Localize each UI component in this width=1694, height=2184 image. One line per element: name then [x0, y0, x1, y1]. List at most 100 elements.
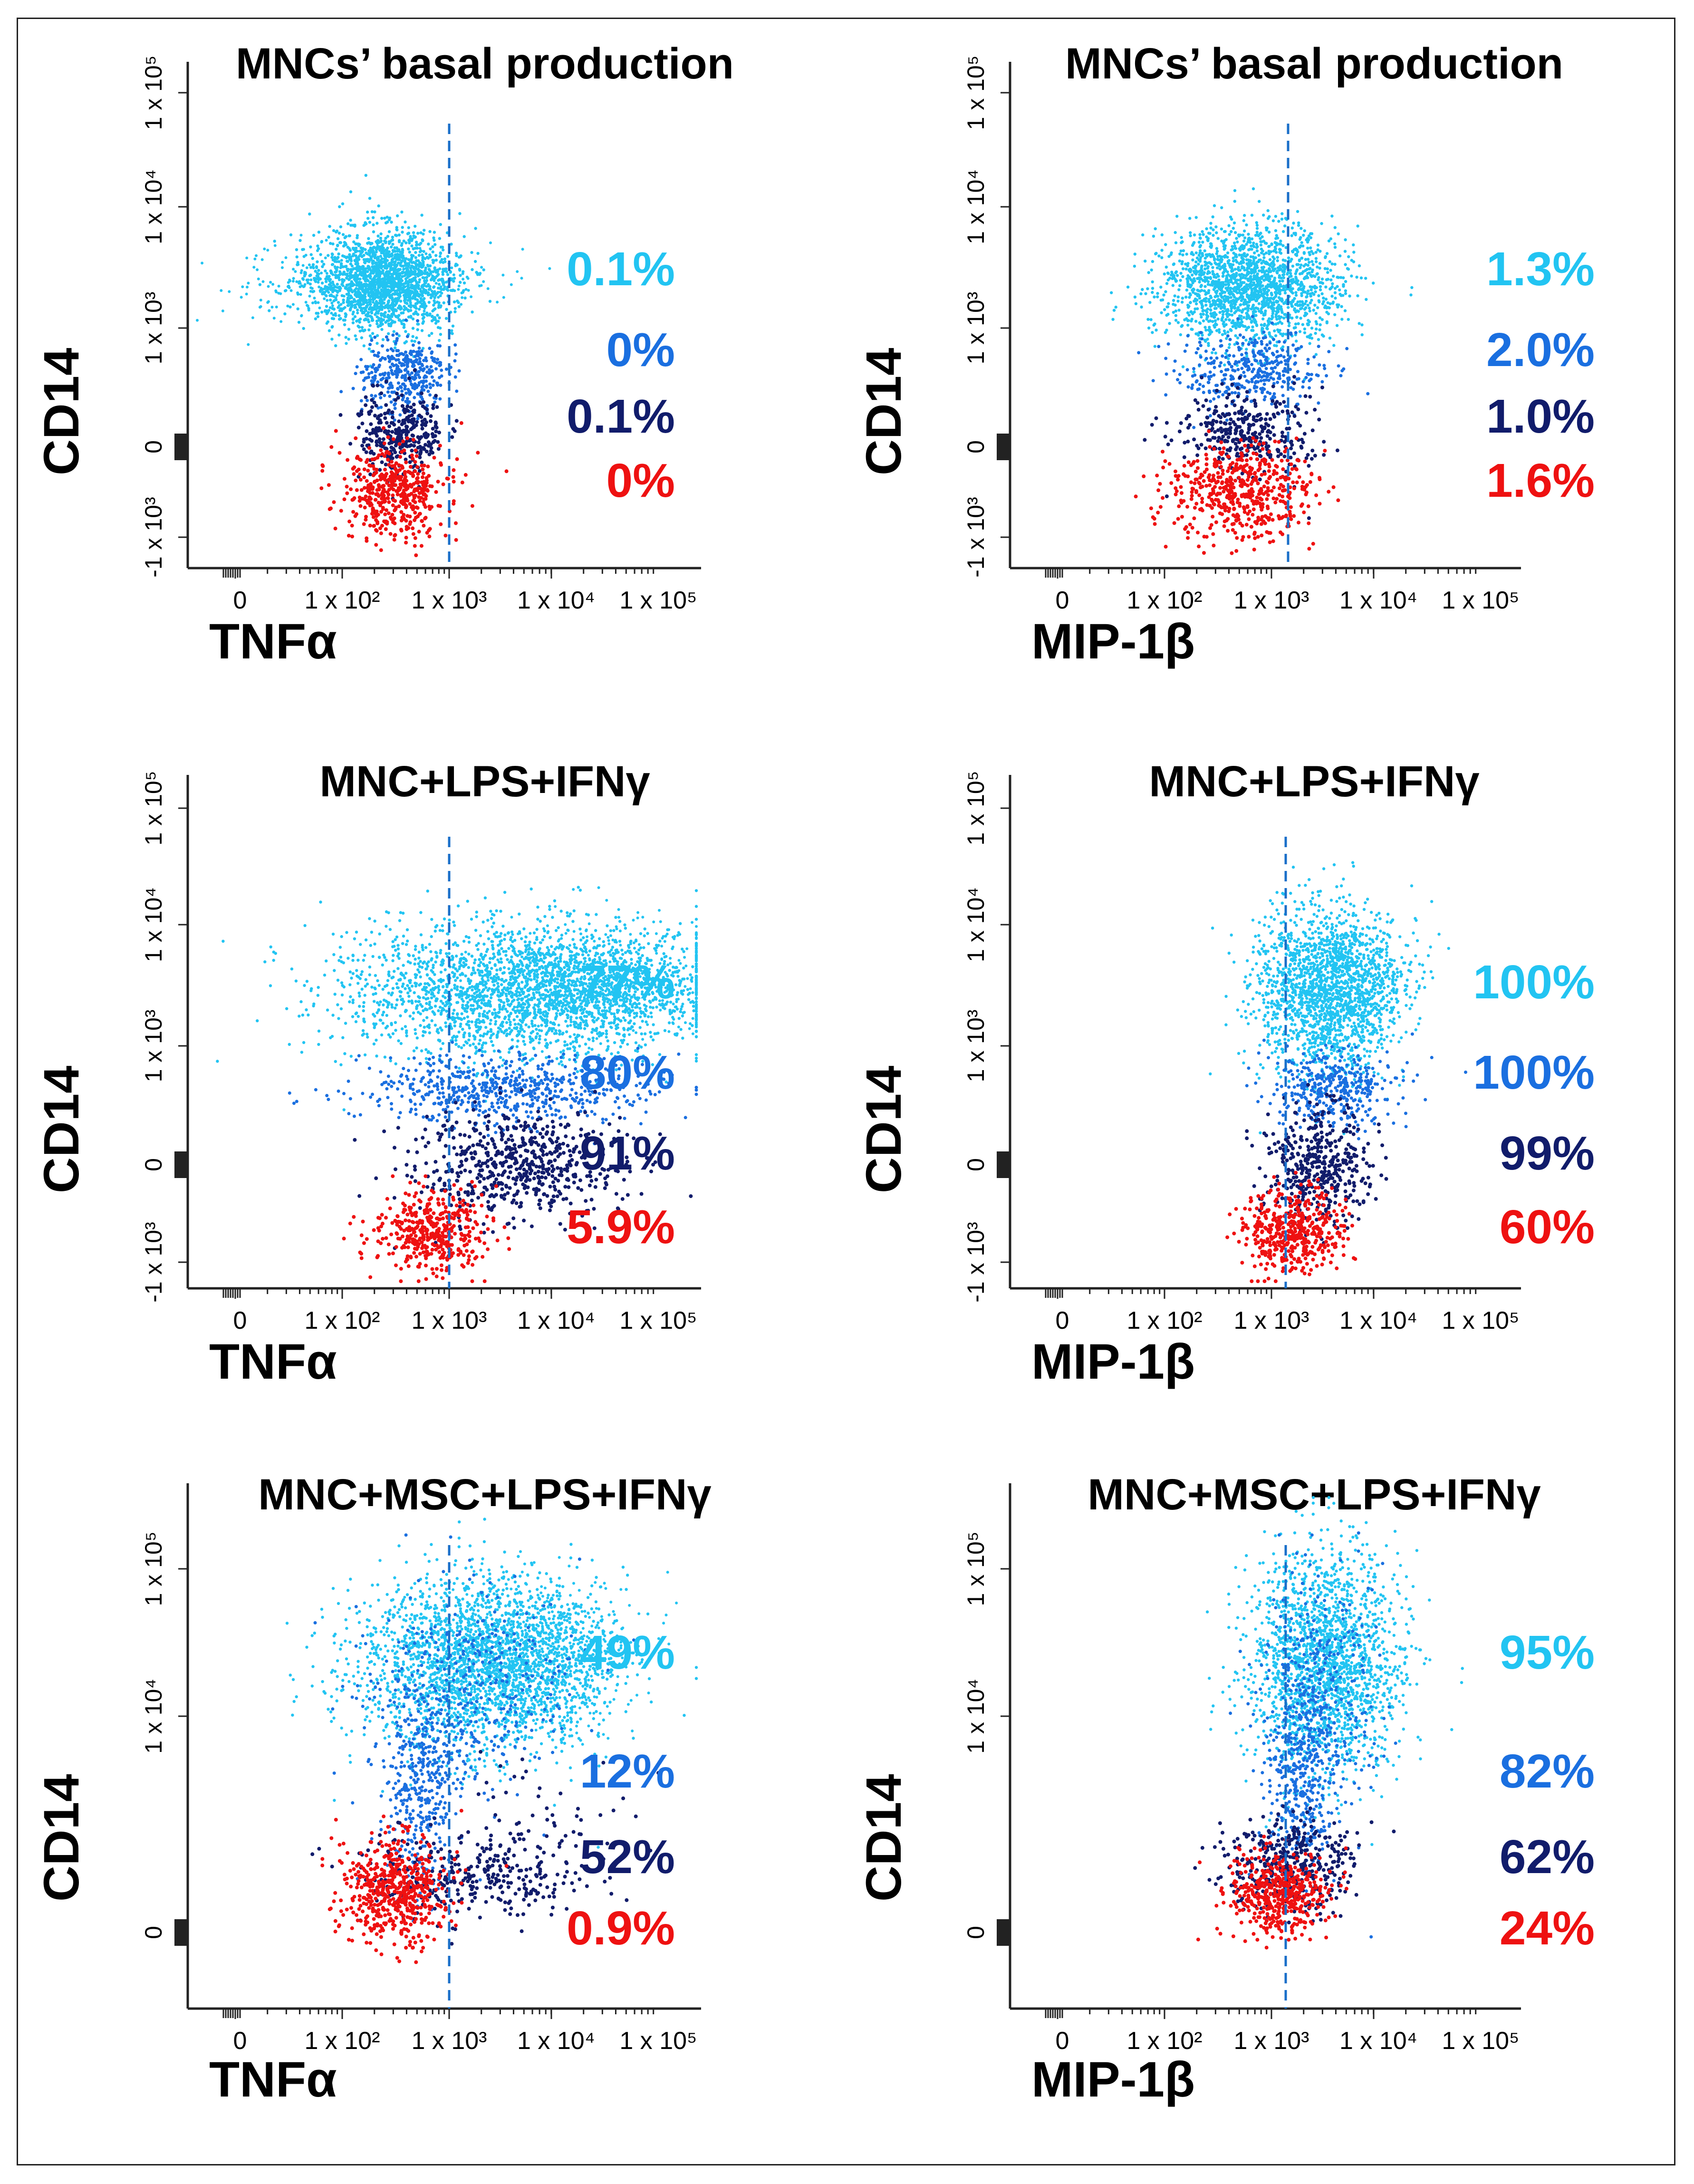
scatter-point [263, 248, 266, 251]
scatter-point [390, 245, 393, 248]
scatter-point [1287, 256, 1290, 259]
scatter-point [1347, 318, 1350, 321]
scatter-point [387, 452, 391, 455]
scatter-point [438, 397, 442, 401]
scatter-point [302, 278, 305, 281]
scatter-point [1203, 326, 1206, 329]
scatter-point [425, 365, 429, 368]
scatter-point [1260, 308, 1263, 310]
scatter-point [1207, 283, 1210, 286]
scatter-point [343, 497, 346, 501]
scatter-point [410, 266, 413, 269]
scatter-point [352, 387, 355, 390]
scatter-point [414, 553, 418, 557]
scatter-point [347, 283, 350, 286]
scatter-point [1199, 244, 1202, 247]
scatter-point [408, 393, 411, 396]
scatter-point [1205, 227, 1208, 230]
scatter-point [423, 367, 426, 370]
scatter-point [428, 393, 432, 396]
scatter-point [489, 300, 491, 303]
scatter-point [348, 234, 351, 237]
scatter-point [322, 263, 325, 266]
scatter-point [1214, 303, 1217, 306]
scatter-point [1193, 271, 1196, 274]
scatter-point [375, 308, 377, 311]
scatter-point [334, 312, 337, 315]
scatter-point [1237, 325, 1240, 328]
scatter-point [387, 276, 390, 279]
scatter-point [1319, 250, 1321, 252]
scatter-point [1277, 304, 1280, 307]
scatter-point [427, 242, 430, 245]
scatter-point [1207, 298, 1210, 301]
scatter-point [383, 281, 386, 284]
scatter-point [401, 419, 405, 423]
scatter-point [311, 287, 314, 290]
scatter-point [431, 369, 434, 373]
scatter-point [300, 271, 303, 274]
scatter-point [410, 382, 413, 386]
scatter-point [1338, 254, 1341, 257]
scatter-point [406, 361, 410, 364]
scatter-point [354, 306, 356, 309]
scatter-point [396, 214, 399, 217]
scatter-point [418, 437, 422, 441]
scatter-point [328, 225, 331, 228]
scatter-point [354, 334, 356, 337]
scatter-point [1372, 281, 1375, 284]
scatter-point [1151, 287, 1154, 290]
scatter-point [1200, 301, 1203, 304]
scatter-point [332, 273, 335, 276]
scatter-point [343, 477, 346, 481]
scatter-point [412, 231, 415, 234]
scatter-point [1190, 319, 1193, 322]
scatter-point [415, 259, 418, 262]
scatter-point [1230, 296, 1232, 299]
scatter-point [1179, 279, 1182, 282]
scatter-point [358, 269, 361, 271]
scatter-point [430, 272, 433, 275]
scatter-point [1230, 321, 1233, 324]
scatter-point [395, 455, 399, 459]
scatter-point [318, 231, 320, 233]
scatter-point [431, 315, 433, 318]
scatter-point [359, 293, 362, 296]
scatter-point [354, 436, 357, 440]
scatter-point [404, 400, 407, 403]
scatter-point [380, 289, 383, 291]
scatter-point [1234, 253, 1237, 256]
scatter-point [405, 280, 408, 283]
scatter-point [435, 320, 438, 323]
scatter-point [436, 480, 440, 483]
scatter-point [378, 364, 381, 367]
scatter-point [391, 243, 394, 246]
scatter-point [316, 244, 319, 247]
scatter-point [315, 266, 318, 269]
scatter-point [402, 358, 405, 361]
scatter-point [267, 285, 270, 288]
scatter-point [1211, 266, 1214, 269]
scatter-point [356, 412, 360, 416]
scatter-point [414, 251, 417, 254]
scatter-point [1180, 262, 1183, 265]
scatter-point [439, 384, 442, 387]
scatter-point [392, 364, 395, 367]
scatter-point [390, 400, 393, 404]
scatter-point [299, 282, 302, 285]
scatter-point [1227, 224, 1230, 227]
scatter-point [1258, 200, 1261, 203]
scatter-point [375, 342, 378, 345]
scatter-point [1140, 306, 1143, 309]
scatter-point [314, 300, 317, 303]
scatter-point [257, 278, 260, 280]
scatter-point [1365, 298, 1367, 301]
scatter-point [1230, 230, 1232, 233]
scatter-point [395, 332, 398, 336]
scatter-point [1209, 295, 1212, 298]
scatter-point [378, 441, 382, 445]
scatter-point [360, 488, 364, 492]
scatter-point [1280, 316, 1282, 319]
scatter-point [1177, 309, 1180, 311]
scatter-point [385, 240, 387, 243]
